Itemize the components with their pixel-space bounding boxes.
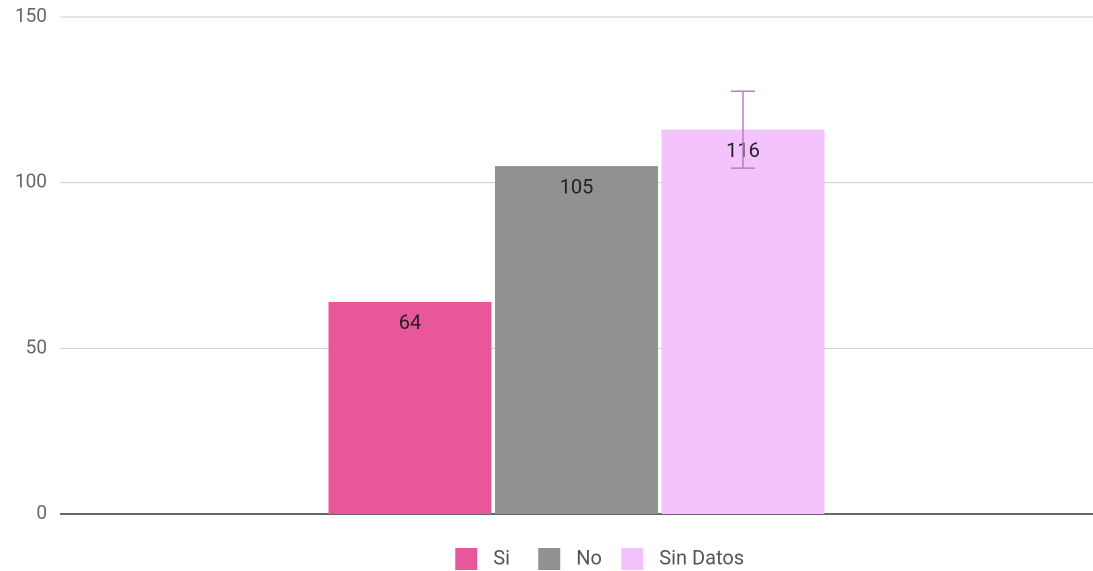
data-label: 64 — [399, 310, 421, 334]
legend-swatch — [455, 548, 478, 570]
legend-swatch — [538, 548, 561, 570]
data-label: 105 — [560, 174, 594, 198]
y-tick-label: 100 — [15, 170, 47, 193]
y-tick-label: 50 — [26, 335, 47, 358]
y-tick-label: 0 — [36, 501, 47, 524]
legend-label: Si — [493, 545, 510, 569]
bar — [661, 129, 825, 515]
legend-label: No — [576, 545, 602, 569]
bar — [328, 301, 492, 514]
bar — [495, 166, 658, 514]
error-bar — [731, 90, 755, 169]
y-tick-label: 150 — [15, 4, 47, 27]
legend-swatch — [621, 548, 644, 570]
legend-label: Sin Datos — [659, 545, 744, 569]
